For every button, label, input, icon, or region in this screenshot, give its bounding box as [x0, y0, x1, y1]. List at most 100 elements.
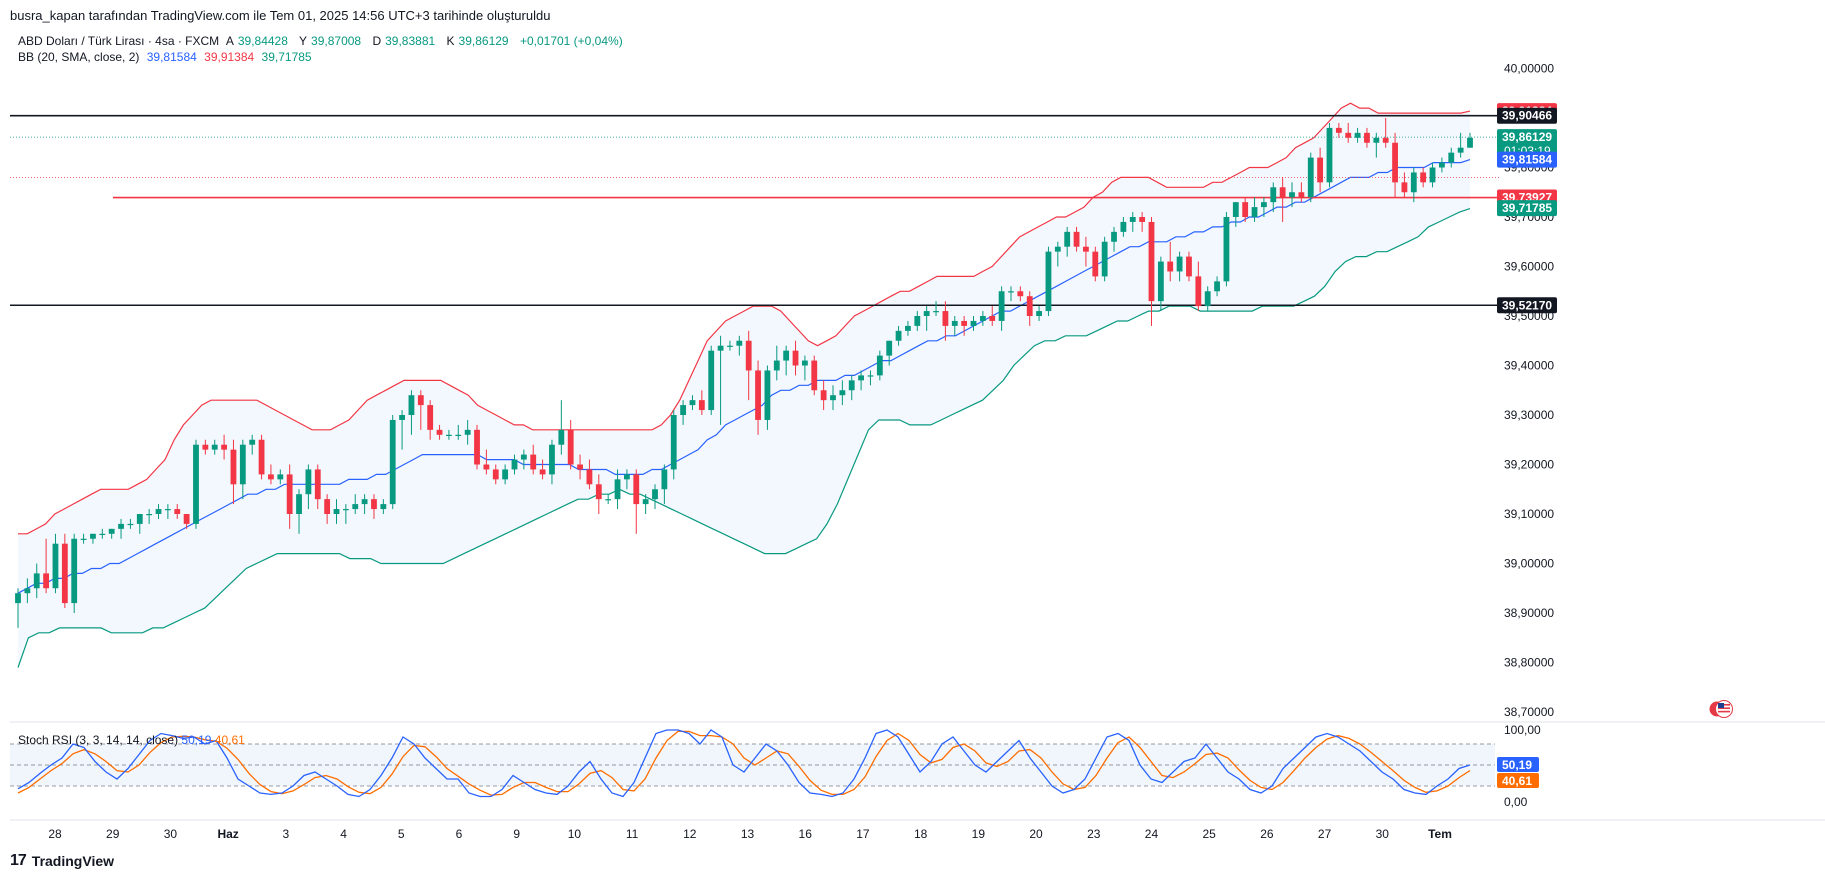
candle-body [1232, 202, 1239, 217]
ohlc-close-label: K [446, 34, 455, 48]
candle-body [90, 533, 96, 539]
candle [1148, 217, 1155, 326]
candle-body [164, 509, 171, 511]
candle [998, 286, 1005, 331]
candle-body [848, 380, 855, 391]
candle-body [1073, 231, 1080, 247]
candle-body [933, 311, 939, 313]
candle-body [80, 538, 87, 540]
candle [202, 439, 209, 455]
candle [52, 533, 59, 594]
candle [633, 469, 640, 534]
candle [408, 390, 415, 435]
candle-body [211, 444, 218, 450]
currency-flags-icon[interactable] [1709, 697, 1733, 721]
candle-body [923, 311, 930, 316]
candle-body [230, 449, 237, 485]
candle [427, 400, 434, 440]
candle-body [1139, 217, 1146, 222]
candle [314, 464, 321, 510]
candle [127, 518, 134, 529]
candle-body [1410, 172, 1417, 193]
candle-body [1008, 291, 1014, 293]
candle-body [1373, 137, 1380, 143]
tradingview-logo[interactable]: 17 TradingView [10, 852, 114, 870]
candle-body [71, 538, 78, 604]
candle [689, 395, 696, 411]
candle [99, 528, 106, 539]
bb-basis-value: 39,81584 [146, 50, 197, 64]
candle-body [1064, 231, 1071, 247]
time-tick-label: 3 [282, 827, 289, 841]
candle [277, 469, 284, 485]
candle-body [1429, 167, 1436, 183]
candle-body [1279, 187, 1286, 198]
candle-body [989, 316, 996, 321]
candle [352, 494, 359, 514]
ohlc-close: K 39,86129 [447, 34, 513, 48]
ohlc-open-value: 39,84428 [237, 34, 288, 48]
candle-body [886, 340, 893, 356]
candle [324, 494, 331, 524]
candle-body [1251, 207, 1258, 217]
candle-body [1204, 291, 1211, 307]
candle [286, 464, 293, 529]
candle-body [118, 523, 124, 529]
candle [1176, 251, 1183, 282]
candle [979, 311, 986, 326]
candle [961, 316, 968, 336]
candle-body [1054, 246, 1061, 252]
candle-body [108, 528, 115, 534]
candle [1429, 162, 1436, 188]
candle [24, 578, 31, 604]
candle [1232, 202, 1239, 227]
candle-body [858, 375, 865, 381]
stoch-rsi-legend: Stoch RSI (3, 3, 14, 14, close) 50,19 40… [18, 733, 245, 747]
candle [43, 538, 50, 594]
time-tick-label: 9 [513, 827, 520, 841]
candle [1242, 197, 1249, 222]
candle-body [24, 588, 31, 594]
candle [15, 588, 21, 628]
candle-body [446, 434, 452, 436]
candle-body [520, 454, 527, 460]
candle-body [174, 509, 181, 514]
candle [942, 301, 949, 341]
candle [727, 340, 733, 351]
time-tick-label: Haz [217, 827, 238, 841]
candle [1045, 246, 1052, 316]
candle [1279, 177, 1286, 222]
candle-body [389, 419, 396, 505]
candle [1270, 182, 1277, 213]
candle [783, 345, 790, 376]
candle [830, 385, 836, 411]
stoch-d-value: 40,61 [214, 733, 245, 747]
candle-body [1345, 132, 1352, 138]
stoch-label-bg [1497, 773, 1539, 788]
bb-legend: BB (20, SMA, close, 2) 39,81584 39,91384… [18, 50, 316, 64]
candle-body [661, 469, 668, 490]
bb-legend-name[interactable]: BB (20, SMA, close, 2) [18, 50, 140, 64]
candle [90, 533, 96, 544]
stoch-k-label: 50,19 [1497, 757, 1539, 772]
candle [652, 484, 658, 510]
price-label-text: 39,86129 [1502, 130, 1552, 144]
candle-body [1101, 241, 1108, 277]
candle-body [1457, 147, 1464, 153]
candle-body [61, 543, 68, 604]
candle-body [1420, 172, 1427, 183]
candle [820, 380, 827, 411]
stoch-rsi-name[interactable]: Stoch RSI (3, 3, 14, 14, close) [18, 733, 179, 747]
price-tick-label: 40,00000 [1504, 62, 1554, 76]
candle-body [708, 350, 715, 411]
symbol-name[interactable]: ABD Doları / Türk Lirası · 4sa · FXCM [18, 34, 220, 48]
time-tick-label: 24 [1145, 827, 1159, 841]
price-label-text: 39,90466 [1502, 109, 1552, 123]
time-tick-label: 18 [914, 827, 928, 841]
candle-body [1176, 256, 1183, 272]
candle [1195, 261, 1202, 312]
candle [193, 439, 199, 529]
time-tick-label: 30 [1376, 827, 1390, 841]
